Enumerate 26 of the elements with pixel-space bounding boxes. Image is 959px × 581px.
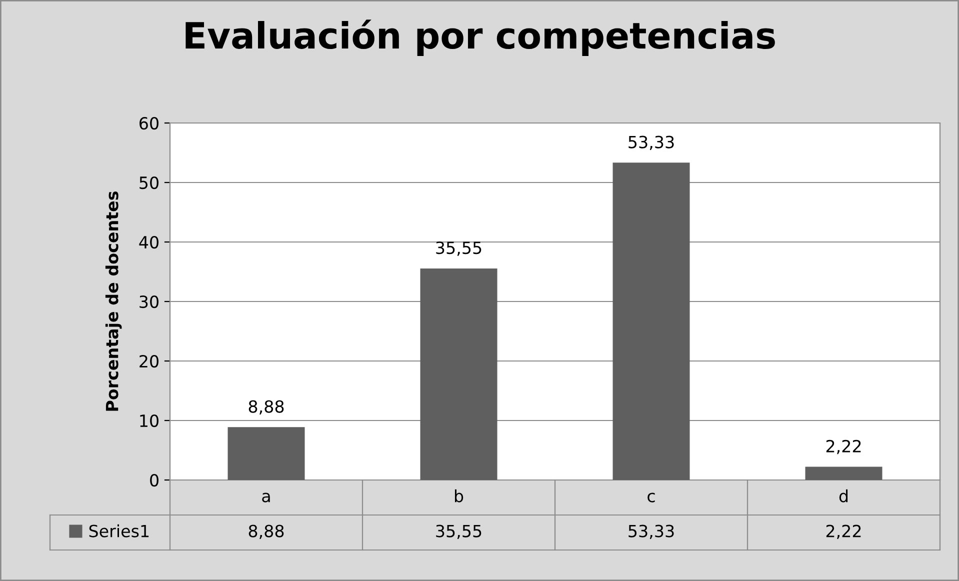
y-tick-label: 50 <box>140 176 158 190</box>
y-tick-label: 40 <box>139 236 158 249</box>
legend-label: Series1 <box>89 524 149 538</box>
y-tick-label: 20 <box>140 354 158 368</box>
y-tick-label: 10 <box>140 414 158 428</box>
data-label: 53,33 <box>628 524 674 540</box>
data-label: 2,22 <box>826 524 861 540</box>
y-tick-label: 60 <box>140 116 158 130</box>
bar <box>805 466 882 480</box>
data-label: 8,88 <box>248 524 284 540</box>
x-tick-label: b <box>454 489 464 502</box>
chart-title: Evaluación por competencias <box>186 20 775 56</box>
bar <box>612 162 690 480</box>
bar <box>420 268 498 480</box>
text: 8,88 <box>248 400 284 415</box>
bar <box>228 427 305 480</box>
x-tick-label: c <box>648 492 655 502</box>
text: 35,55 <box>436 242 482 256</box>
y-tick-label: 0 <box>150 474 158 487</box>
data-label: 35,55 <box>436 524 482 540</box>
x-tick-label: a <box>262 492 270 502</box>
y-axis-title: Porcentaje de docentes <box>105 191 122 411</box>
text: 53,33 <box>628 136 674 150</box>
y-tick-label: 30 <box>140 295 158 308</box>
x-tick-label: d <box>839 489 848 502</box>
text: 2,22 <box>826 440 861 454</box>
